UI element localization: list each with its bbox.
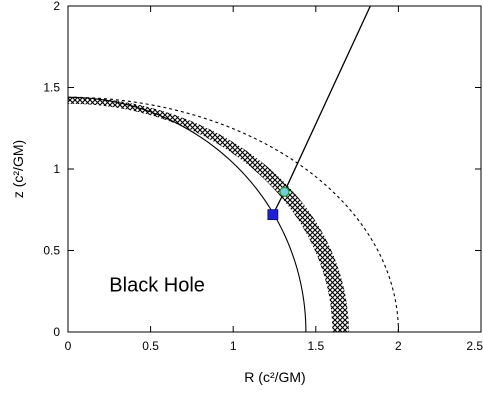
axis-ticks [67, 5, 482, 333]
x-tick-label: 2.5 [466, 339, 483, 353]
x-tick-label: 2 [395, 339, 402, 353]
y-tick-label: 0.5 [43, 244, 60, 258]
ray-line-series-3 [283, 6, 371, 193]
y-axis-label: z (c²/GM) [10, 140, 26, 198]
circle-marker [279, 186, 290, 197]
y-tick-label: 1.5 [43, 81, 60, 95]
x-tick-label: 1.5 [307, 339, 324, 353]
x-tick-label: 1 [230, 339, 237, 353]
square-marker [267, 209, 279, 221]
y-tick-label: 2 [53, 0, 60, 13]
black-hole-label: Black Hole [109, 274, 205, 296]
y-tick-label: 1 [53, 162, 60, 176]
tick-labels: 0 0.5 1 1.5 2 2.5 0 0.5 1 1.5 2 [43, 0, 483, 353]
plot-area [68, 6, 399, 332]
hatched-band-series [68, 97, 349, 332]
horizon-ellipse-series [68, 96, 307, 332]
y-tick-label: 0 [53, 325, 60, 339]
x-tick-label: 0 [65, 339, 72, 353]
x-axis-label: R (c²/GM) [244, 369, 305, 385]
dashed-ellipse-series [68, 96, 399, 332]
annotations: Black Hole [109, 274, 205, 296]
x-tick-label: 0.5 [142, 339, 159, 353]
